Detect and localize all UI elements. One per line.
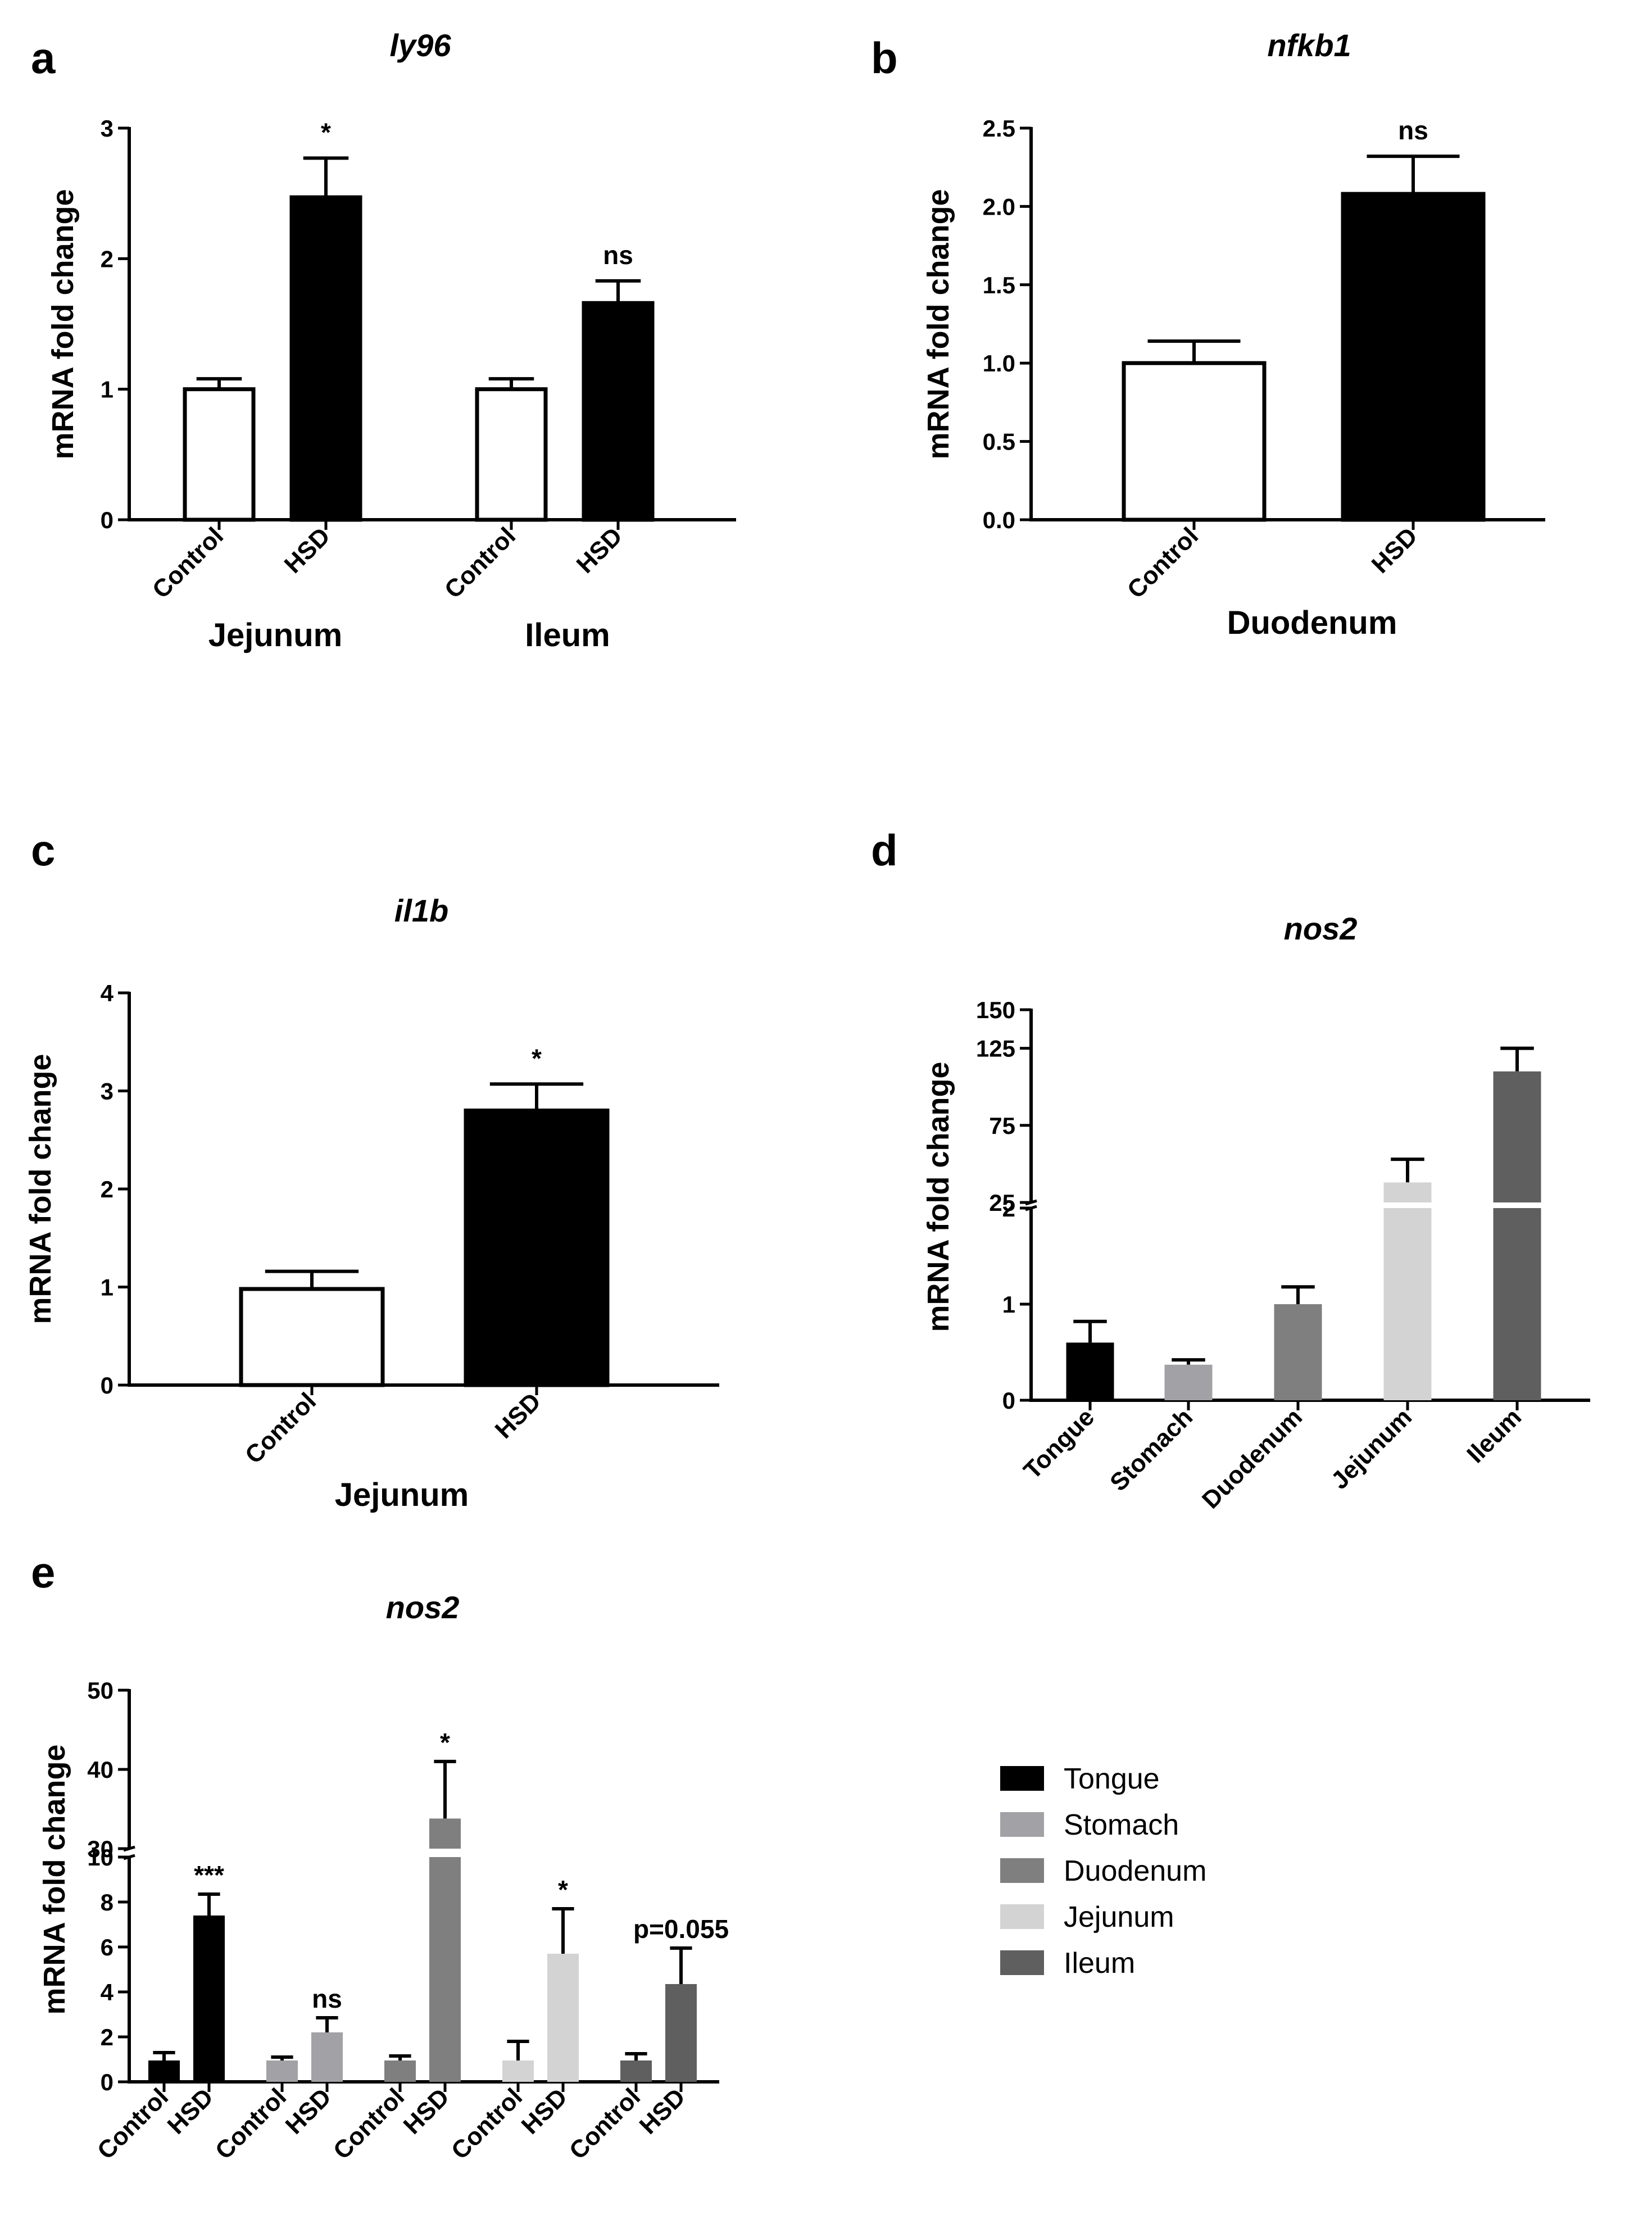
- bar-control: [475, 387, 548, 522]
- legend-swatch: [1000, 1904, 1044, 1929]
- bar-lower-segment: [1383, 1208, 1432, 1400]
- bar: [1164, 1364, 1213, 1400]
- bar: [384, 2060, 416, 2082]
- significance-label: ns: [1398, 116, 1428, 145]
- bar-hsd: [289, 195, 362, 522]
- chart-title: nos2: [386, 1590, 460, 1625]
- legend-label: Tongue: [1064, 1763, 1160, 1795]
- bar-hsd: [1341, 192, 1486, 522]
- y-tick-label: 3: [101, 115, 114, 142]
- bar-hsd: [464, 1108, 610, 1387]
- panel-label: e: [31, 1547, 55, 1597]
- y-tick-label: 1: [101, 1274, 114, 1301]
- legend-label: Ileum: [1064, 1947, 1135, 1980]
- y-tick-label: 0: [101, 1372, 114, 1399]
- bar: [266, 2060, 298, 2082]
- legend-label: Jejunum: [1064, 1901, 1174, 1933]
- legend-swatch: [1000, 1858, 1044, 1883]
- y-tick-label: 30: [87, 1836, 114, 1862]
- y-tick-label: 1: [1002, 1291, 1015, 1318]
- significance-label: ***: [194, 1860, 224, 1890]
- panel-label: d: [871, 825, 898, 875]
- bar: [665, 1984, 697, 2082]
- bar: [547, 1954, 579, 2082]
- y-tick-label: 10: [87, 1844, 114, 1871]
- bar-upper-segment: [1383, 1182, 1432, 1202]
- bar: [311, 2032, 343, 2082]
- significance-label: *: [321, 117, 331, 147]
- legend-label: Stomach: [1064, 1809, 1179, 1841]
- group-label: Duodenum: [1227, 605, 1397, 641]
- y-axis-label: mRNA fold change: [922, 1061, 955, 1332]
- y-tick-label: 2.0: [983, 193, 1015, 220]
- bar: [502, 2060, 534, 2082]
- legend: Tongue Stomach Duodenum Jejunum Ileum: [1000, 1763, 1206, 1980]
- significance-label: ns: [312, 1984, 342, 2013]
- bar: [620, 2060, 652, 2082]
- y-tick-label: 2: [101, 246, 114, 272]
- y-tick-label: 4: [101, 980, 114, 1006]
- panel-label: b: [871, 33, 898, 83]
- y-tick-label: 1.0: [983, 350, 1015, 376]
- y-tick-label: 2: [101, 2024, 114, 2050]
- y-tick-label: 150: [976, 997, 1015, 1023]
- y-tick-label: 2: [1002, 1195, 1015, 1222]
- y-tick-label: 0: [101, 2069, 114, 2095]
- bar-lower-segment: [429, 1857, 461, 2082]
- y-tick-label: 6: [101, 1934, 114, 1960]
- y-tick-label: 0.0: [983, 507, 1015, 533]
- chart-title: nos2: [1284, 911, 1358, 946]
- group-label: Jejunum: [208, 617, 343, 653]
- y-tick-label: 3: [101, 1078, 114, 1105]
- chart-title: nfkb1: [1267, 28, 1351, 63]
- y-tick-label: 4: [101, 1979, 114, 2005]
- significance-label: *: [532, 1043, 542, 1073]
- bar: [1066, 1342, 1114, 1400]
- y-tick-label: 25: [989, 1190, 1015, 1216]
- bar: [193, 1916, 225, 2082]
- y-axis-label: mRNA fold change: [46, 189, 80, 459]
- y-axis-label: mRNA fold change: [38, 1744, 71, 2014]
- y-tick-label: 2.5: [983, 115, 1015, 142]
- group-label: Jejunum: [335, 1477, 469, 1513]
- bar: [148, 2060, 180, 2082]
- y-tick-label: 0: [101, 507, 114, 533]
- group-label: Ileum: [525, 617, 610, 653]
- y-tick-label: 0: [1002, 1387, 1015, 1414]
- panel-label: a: [31, 33, 56, 83]
- y-tick-label: 40: [87, 1756, 114, 1783]
- bar: [1274, 1304, 1322, 1400]
- legend-swatch: [1000, 1766, 1044, 1791]
- bar-control: [239, 1287, 385, 1387]
- y-tick-label: 75: [989, 1113, 1015, 1139]
- bar-lower-segment: [1493, 1208, 1541, 1400]
- bar-upper-segment: [1493, 1071, 1541, 1202]
- y-tick-label: 8: [101, 1889, 114, 1916]
- bar-control: [1122, 361, 1267, 522]
- chart-title: il1b: [394, 893, 448, 928]
- bar-hsd: [582, 301, 655, 522]
- y-tick-label: 1.5: [983, 272, 1015, 298]
- y-tick-label: 50: [87, 1677, 114, 1704]
- y-tick-label: 0.5: [983, 429, 1015, 455]
- legend-label: Duodenum: [1064, 1855, 1206, 1887]
- chart-title: ly96: [390, 28, 452, 63]
- significance-label: *: [558, 1875, 568, 1904]
- significance-label: ns: [603, 240, 633, 270]
- legend-swatch: [1000, 1950, 1044, 1975]
- panel-label: c: [31, 825, 55, 875]
- significance-label: p=0.055: [633, 1914, 729, 1944]
- y-tick-label: 2: [101, 1176, 114, 1202]
- y-axis-label: mRNA fold change: [24, 1054, 57, 1324]
- y-axis-label: mRNA fold change: [922, 189, 955, 459]
- significance-label: *: [440, 1728, 450, 1757]
- legend-swatch: [1000, 1812, 1044, 1837]
- y-tick-label: 125: [976, 1036, 1015, 1062]
- bar-control: [183, 387, 256, 522]
- bar-upper-segment: [429, 1818, 461, 1849]
- y-tick-label: 1: [101, 376, 114, 403]
